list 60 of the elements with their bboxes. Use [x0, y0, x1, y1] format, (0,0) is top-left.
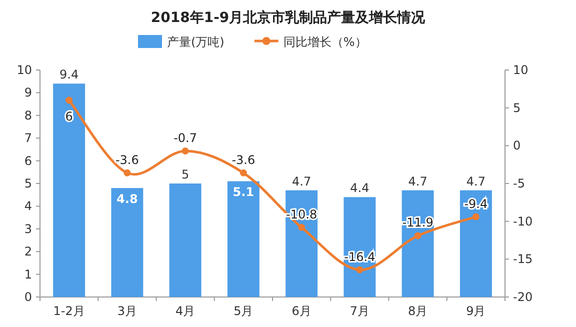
y-tick-label: 3	[24, 222, 32, 236]
bar	[286, 190, 318, 297]
y2-tick-label: -15	[513, 252, 533, 266]
data-label: 5	[181, 168, 190, 182]
data-label: 4.4	[350, 181, 370, 196]
y-tick-label: 6	[24, 154, 32, 168]
y-tick-label: 4	[24, 199, 32, 214]
y2-tick-label: -5	[513, 176, 525, 190]
data-label: -11.9	[402, 216, 434, 230]
point	[182, 147, 189, 154]
data-label: 5.1	[232, 185, 254, 200]
x-tick-label: 9月	[466, 304, 486, 318]
data-label: 4.7	[466, 174, 486, 188]
y2-tick-label: 5	[513, 100, 521, 115]
point	[66, 96, 73, 104]
y-tick-label: 1	[24, 267, 32, 282]
bar	[227, 181, 260, 297]
data-label: -3.6	[232, 152, 256, 167]
bar	[402, 190, 434, 297]
point	[472, 213, 480, 220]
data-label: 9.4	[60, 68, 79, 82]
bar	[111, 188, 144, 297]
bar	[344, 197, 376, 297]
data-label: 6	[65, 109, 73, 124]
point	[298, 224, 306, 231]
y-tick-label: 9	[24, 86, 32, 100]
y2-tick-label: -20	[513, 290, 533, 304]
point	[414, 232, 422, 240]
x-tick-label: 3月	[117, 304, 138, 318]
y2-tick-label: -10	[513, 214, 533, 228]
y-tick-label: 8	[24, 108, 32, 122]
x-tick-label: 7月	[350, 304, 370, 318]
data-label: 4.7	[408, 174, 428, 188]
x-tick-label: 4月	[175, 304, 196, 318]
bar	[169, 184, 202, 297]
x-tick-label: 8月	[408, 304, 428, 318]
legend-label: 产量(万吨)	[167, 35, 224, 49]
data-label: -3.6	[115, 152, 139, 167]
x-tick-label: 6月	[292, 304, 312, 318]
y2-tick-label: 0	[513, 138, 521, 153]
point	[240, 169, 247, 176]
chart-title: 2018年1-9月北京市乳制品产量及增长情况	[150, 9, 426, 26]
y-tick-label: 2	[24, 244, 32, 259]
y-tick-label: 5	[24, 176, 32, 190]
x-tick-label: 5月	[234, 304, 254, 318]
data-label: 4.8	[116, 192, 138, 206]
point	[124, 169, 131, 176]
data-label: 4.7	[292, 174, 312, 188]
legend-label: 同比增长（%）	[283, 35, 367, 49]
bar	[53, 84, 86, 297]
data-label: -9.4	[464, 196, 488, 211]
bar	[460, 190, 492, 297]
y-tick-label: 10	[16, 63, 32, 77]
y-tick-label: 7	[24, 131, 32, 146]
y2-tick-label: 10	[513, 63, 528, 77]
y-tick-label: 0	[24, 290, 32, 304]
data-label: -0.7	[174, 130, 198, 145]
point	[356, 266, 364, 274]
data-label: -16.4	[344, 250, 376, 264]
x-tick-label: 1-2月	[53, 304, 85, 318]
